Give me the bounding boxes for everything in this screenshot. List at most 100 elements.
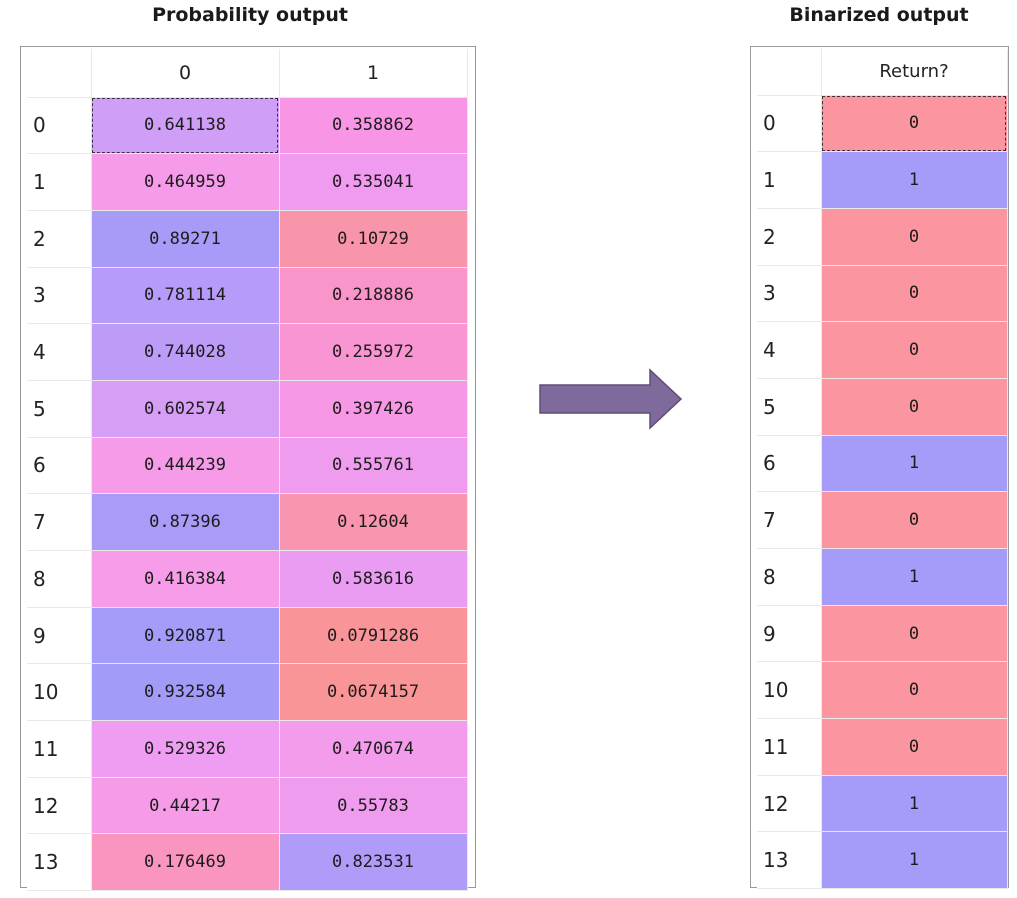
- table-row: 11 0.529326 0.470674: [27, 720, 468, 778]
- table-row: 4 0.744028 0.255972: [27, 323, 468, 381]
- binarized-cell[interactable]: 0: [821, 95, 1008, 153]
- row-index: 7: [757, 491, 822, 549]
- probability-cell[interactable]: 0.823531: [279, 833, 468, 892]
- probability-cell[interactable]: 0.12604: [279, 493, 468, 551]
- row-index: 1: [27, 153, 92, 211]
- row-index: 9: [27, 607, 92, 665]
- binarized-output-title: Binarized output: [789, 4, 969, 26]
- binarized-cell[interactable]: 1: [821, 548, 1008, 606]
- row-index: 10: [757, 661, 822, 720]
- right-arrow-icon: [539, 368, 683, 430]
- table-row: 9 0.920871 0.0791286: [27, 607, 468, 665]
- row-index: 6: [757, 435, 822, 493]
- binarized-cell[interactable]: 0: [821, 321, 1008, 379]
- binarized-cell[interactable]: 1: [821, 775, 1008, 833]
- table-row: 10 0: [757, 661, 1008, 720]
- binarized-cell[interactable]: 0: [821, 491, 1008, 549]
- row-index: 10: [27, 663, 92, 722]
- table-row: 5 0.602574 0.397426: [27, 380, 468, 438]
- probability-header-row: 0 1: [27, 49, 468, 98]
- row-index: 3: [27, 267, 92, 325]
- row-index: 8: [757, 548, 822, 606]
- probability-cell[interactable]: 0.55783: [279, 777, 468, 835]
- row-index: 12: [27, 777, 92, 835]
- column-header-return[interactable]: Return?: [821, 49, 1008, 96]
- table-row: 13 1: [757, 831, 1008, 890]
- binarized-cell[interactable]: 0: [821, 661, 1008, 720]
- table-row: 12 0.44217 0.55783: [27, 777, 468, 835]
- probability-cell[interactable]: 0.444239: [91, 437, 280, 495]
- row-index: 3: [757, 265, 822, 323]
- table-row: 6 0.444239 0.555761: [27, 437, 468, 495]
- row-index: 5: [27, 380, 92, 438]
- probability-cell[interactable]: 0.555761: [279, 437, 468, 495]
- column-header[interactable]: 1: [279, 49, 468, 98]
- index-header: [757, 49, 822, 96]
- probability-cell[interactable]: 0.0674157: [279, 663, 468, 722]
- table-row: 13 0.176469 0.823531: [27, 833, 468, 892]
- row-index: 2: [27, 210, 92, 268]
- probability-cell[interactable]: 0.920871: [91, 607, 280, 665]
- row-index: 2: [757, 208, 822, 266]
- binarized-cell[interactable]: 1: [821, 831, 1008, 890]
- row-index: 0: [757, 95, 822, 153]
- row-index: 13: [27, 833, 92, 892]
- index-header: [27, 49, 92, 98]
- binarized-cell[interactable]: 1: [821, 435, 1008, 493]
- probability-cell[interactable]: 0.87396: [91, 493, 280, 551]
- probability-cell[interactable]: 0.535041: [279, 153, 468, 211]
- probability-cell[interactable]: 0.0791286: [279, 607, 468, 665]
- probability-cell[interactable]: 0.781114: [91, 267, 280, 325]
- row-index: 13: [757, 831, 822, 890]
- probability-cell[interactable]: 0.255972: [279, 323, 468, 381]
- binarized-cell[interactable]: 0: [821, 378, 1008, 436]
- probability-cell[interactable]: 0.89271: [91, 210, 280, 268]
- table-row: 0 0.641138 0.358862: [27, 97, 468, 155]
- probability-cell[interactable]: 0.10729: [279, 210, 468, 268]
- probability-cell[interactable]: 0.641138: [91, 97, 280, 155]
- binarized-cell[interactable]: 0: [821, 208, 1008, 266]
- row-index: 11: [757, 718, 822, 776]
- row-index: 12: [757, 775, 822, 833]
- row-index: 6: [27, 437, 92, 495]
- table-row: 8 0.416384 0.583616: [27, 550, 468, 608]
- probability-cell[interactable]: 0.744028: [91, 323, 280, 381]
- binarized-table-frame: Return? 0 0 1 1 2 0 3 0 4 0 5 0 6 1 7 0 8 1 9 0 10 0 11 0 12 1 13 1: [750, 46, 1009, 890]
- probability-table-frame: 0 1 0 0.641138 0.358862 1 0.464959 0.535041 2 0…: [20, 46, 476, 892]
- binarized-cell[interactable]: 0: [821, 718, 1008, 776]
- probability-cell[interactable]: 0.464959: [91, 153, 280, 211]
- row-index: 1: [757, 151, 822, 209]
- probability-cell[interactable]: 0.176469: [91, 833, 280, 892]
- probability-cell[interactable]: 0.602574: [91, 380, 280, 438]
- probability-cell[interactable]: 0.44217: [91, 777, 280, 835]
- probability-cell[interactable]: 0.218886: [279, 267, 468, 325]
- row-index: 9: [757, 605, 822, 663]
- probability-output-title: Probability output: [152, 4, 348, 26]
- table-row: 11 0: [757, 718, 1008, 776]
- row-index: 7: [27, 493, 92, 551]
- probability-cell[interactable]: 0.583616: [279, 550, 468, 608]
- probability-cell[interactable]: 0.358862: [279, 97, 468, 155]
- binarized-header-row: Return?: [757, 49, 1008, 96]
- probability-cell[interactable]: 0.416384: [91, 550, 280, 608]
- binarized-cell[interactable]: 0: [821, 265, 1008, 323]
- column-header[interactable]: 0: [91, 49, 280, 98]
- binarized-cell[interactable]: 0: [821, 605, 1008, 663]
- probability-table: 0 1 0 0.641138 0.358862 1 0.464959 0.535041 2 0…: [27, 49, 468, 892]
- probability-cell[interactable]: 0.932584: [91, 663, 280, 722]
- row-index: 0: [27, 97, 92, 155]
- probability-cell[interactable]: 0.397426: [279, 380, 468, 438]
- row-index: 4: [27, 323, 92, 381]
- row-index: 11: [27, 720, 92, 778]
- probability-cell[interactable]: 0.529326: [91, 720, 280, 778]
- probability-cell[interactable]: 0.470674: [279, 720, 468, 778]
- binarized-cell[interactable]: 1: [821, 151, 1008, 209]
